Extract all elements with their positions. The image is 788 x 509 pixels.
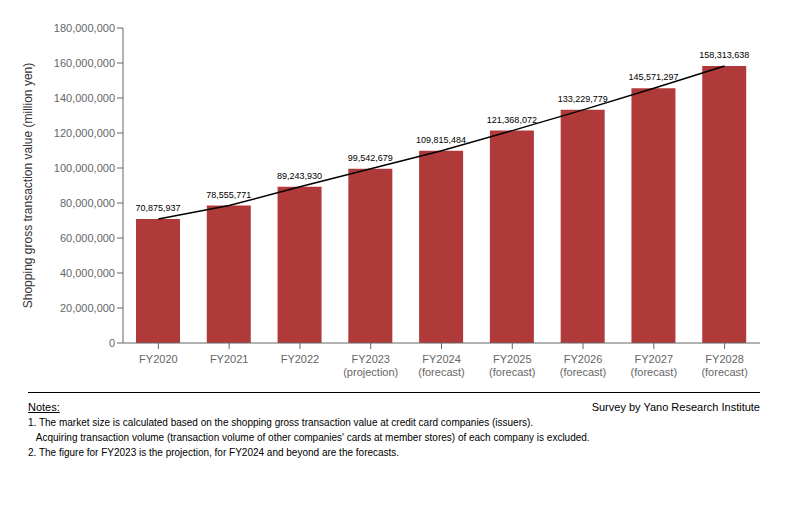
svg-text:60,000,000: 60,000,000 bbox=[60, 232, 115, 244]
svg-text:80,000,000: 80,000,000 bbox=[60, 197, 115, 209]
svg-text:160,000,000: 160,000,000 bbox=[54, 57, 115, 69]
svg-text:100,000,000: 100,000,000 bbox=[54, 162, 115, 174]
svg-text:158,313,638: 158,313,638 bbox=[699, 50, 749, 60]
svg-text:FY2027(forecast): FY2027(forecast) bbox=[631, 353, 677, 378]
svg-text:Shopping gross transaction val: Shopping gross transaction value (millio… bbox=[21, 63, 35, 308]
html-text:2. The figure for FY2023 is th: 2. The figure for FY2023 is the projecti… bbox=[28, 447, 400, 458]
svg-text:121,368,072: 121,368,072 bbox=[487, 115, 537, 125]
svg-text:FY2028(forecast): FY2028(forecast) bbox=[701, 353, 747, 378]
svg-text:40,000,000: 40,000,000 bbox=[60, 267, 115, 279]
html-text:Notes:: Notes: bbox=[28, 401, 60, 413]
svg-text:70,875,937: 70,875,937 bbox=[135, 203, 180, 213]
svg-text:133,229,779: 133,229,779 bbox=[558, 94, 608, 104]
svg-text:FY2024(forecast): FY2024(forecast) bbox=[418, 353, 464, 378]
svg-text:FY2023(projection): FY2023(projection) bbox=[343, 353, 398, 378]
svg-text:FY2021: FY2021 bbox=[210, 353, 249, 365]
svg-text:FY2026(forecast): FY2026(forecast) bbox=[560, 353, 606, 378]
svg-text:20,000,000: 20,000,000 bbox=[60, 302, 115, 314]
html-text:Acquiring transaction volume (: Acquiring transaction volume (transactio… bbox=[28, 432, 590, 443]
html-text:1. The market size is calculat: 1. The market size is calculated based o… bbox=[28, 417, 534, 428]
svg-text:140,000,000: 140,000,000 bbox=[54, 92, 115, 104]
svg-text:FY2025(forecast): FY2025(forecast) bbox=[489, 353, 535, 378]
svg-text:120,000,000: 120,000,000 bbox=[54, 127, 115, 139]
svg-text:99,542,679: 99,542,679 bbox=[348, 153, 393, 163]
svg-text:78,555,771: 78,555,771 bbox=[206, 190, 251, 200]
svg-text:0: 0 bbox=[109, 337, 115, 349]
html-text:Survey by Yano Research Instit: Survey by Yano Research Institute bbox=[591, 401, 760, 413]
svg-text:109,815,484: 109,815,484 bbox=[416, 135, 466, 145]
svg-text:145,571,297: 145,571,297 bbox=[628, 72, 678, 82]
svg-text:89,243,930: 89,243,930 bbox=[277, 171, 322, 181]
svg-text:180,000,000: 180,000,000 bbox=[54, 22, 115, 34]
svg-text:FY2022: FY2022 bbox=[281, 353, 320, 365]
svg-text:FY2020: FY2020 bbox=[139, 353, 178, 365]
